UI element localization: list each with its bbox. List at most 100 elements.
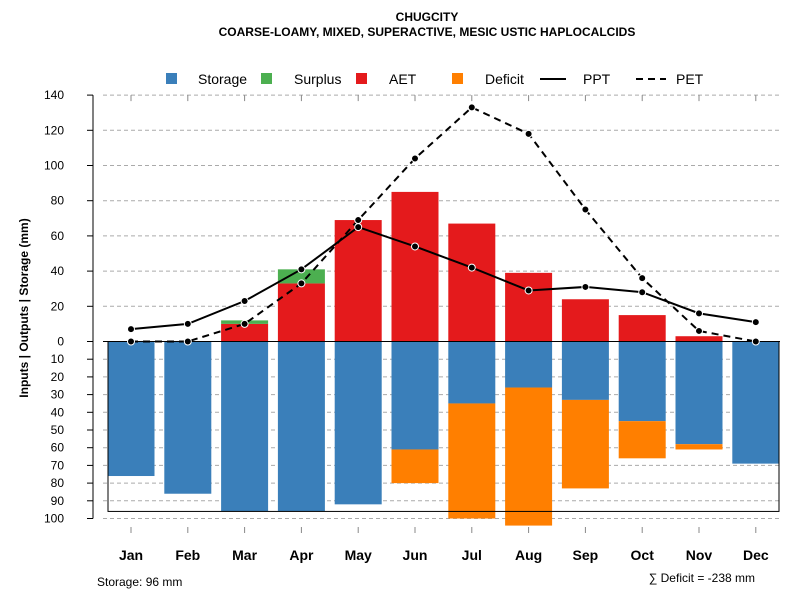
legend-swatch-aet (356, 73, 367, 84)
y-axis-label: Inputs | Outputs | Storage (mm) (17, 218, 31, 397)
y-tick-label: 140 (44, 88, 64, 102)
pet-point (297, 279, 306, 288)
x-tick-label-feb: Feb (175, 547, 200, 563)
storage-bar-mar (221, 341, 269, 512)
x-tick-label-mar: Mar (232, 547, 257, 563)
x-tick-label-nov: Nov (686, 547, 713, 563)
ppt-point (354, 223, 363, 232)
y-tick-label: 30 (51, 388, 65, 402)
y-tick-label: 120 (44, 123, 64, 137)
x-tick-label-aug: Aug (515, 547, 542, 563)
pet-point (751, 337, 760, 346)
x-tick-label-jun: Jun (403, 547, 428, 563)
y-tick-label: 50 (51, 423, 65, 437)
deficit-bar-sep (561, 399, 609, 489)
legend-swatch-surplus (261, 73, 272, 84)
y-tick-label: 60 (51, 441, 65, 455)
pet-point (354, 216, 363, 225)
surplus-bar-apr (277, 269, 325, 284)
aet-bar-mar (221, 323, 269, 342)
deficit-bar-aug (505, 387, 553, 526)
y-tick-label: 80 (51, 476, 65, 490)
ppt-point (240, 297, 249, 306)
storage-bar-nov (675, 341, 723, 445)
aet-bar-jul (448, 223, 496, 342)
storage-bar-sep (561, 341, 609, 400)
legend-label-pet: PET (676, 71, 704, 87)
storage-bar-jul (448, 341, 496, 404)
storage-bar-oct (618, 341, 666, 422)
x-tick-label-sep: Sep (573, 547, 599, 563)
y-tick-label: 80 (51, 194, 65, 208)
x-tick-label-may: May (345, 547, 372, 563)
deficit-bar-jun (391, 449, 439, 484)
legend-label-storage: Storage (198, 71, 247, 87)
y-tick-label: 70 (51, 458, 65, 472)
y-tick-label: 100 (44, 512, 64, 526)
ppt-point (524, 286, 533, 295)
pet-point (695, 326, 703, 335)
ppt-line (130, 225, 756, 331)
pet-point (638, 274, 647, 283)
pet-point (581, 205, 590, 214)
y-tick-label: 20 (51, 370, 65, 384)
aet-bar-oct (618, 315, 666, 342)
legend: Storage Surplus AET Deficit PPT PET (166, 71, 704, 87)
storage-bar-jun (391, 341, 439, 450)
gridlines (103, 94, 780, 533)
lines-layer (127, 103, 760, 346)
pet-point (467, 103, 476, 112)
legend-label-ppt: PPT (583, 71, 611, 87)
x-tick-label-jan: Jan (119, 547, 143, 563)
chart-title: CHUGCITY (396, 10, 459, 24)
y-tick-label: 100 (44, 159, 64, 173)
ppt-point (297, 265, 306, 274)
ppt-point (751, 318, 760, 327)
y-tick-label: 40 (51, 405, 65, 419)
pet-point (183, 337, 192, 346)
pet-point (127, 337, 135, 346)
legend-label-deficit: Deficit (485, 71, 524, 87)
storage-bar-may (334, 341, 382, 505)
legend-swatch-storage (166, 73, 177, 84)
aet-bar-apr (277, 283, 325, 342)
ppt-point (581, 282, 590, 291)
ppt-point (638, 288, 647, 297)
storage-bar-feb (164, 341, 212, 494)
storage-bar-aug (505, 341, 553, 388)
y-tick-label: 90 (51, 494, 65, 508)
deficit-footer: ∑ Deficit = -238 mm (649, 571, 755, 585)
bars-layer (107, 191, 780, 526)
pet-point (524, 129, 533, 138)
legend-label-aet: AET (389, 71, 417, 87)
y-tick-label: 60 (51, 229, 65, 243)
deficit-bar-oct (618, 421, 666, 459)
y-tick-label: 20 (51, 299, 65, 313)
storage-bar-jan (107, 341, 155, 477)
chart-subtitle: COARSE-LOAMY, MIXED, SUPERACTIVE, MESIC … (219, 25, 636, 39)
ppt-point (127, 325, 135, 334)
ppt-point (411, 242, 419, 251)
x-tick-label-apr: Apr (289, 547, 314, 563)
ppt-point (467, 263, 476, 272)
ppt-point (695, 309, 703, 318)
x-tick-label-dec: Dec (743, 547, 769, 563)
ppt-point (183, 319, 192, 328)
pet-point (240, 319, 249, 328)
deficit-bar-jul (448, 403, 496, 519)
legend-swatch-deficit (452, 73, 463, 84)
deficit-bar-nov (675, 444, 723, 450)
storage-bar-apr (277, 341, 325, 512)
pet-point (411, 154, 419, 163)
y-tick-label: 40 (51, 264, 65, 278)
axes-layer: 0 20 40 60 80 100 120 140 10 20 30 40 50 60 70 80 90 100 J… (44, 88, 780, 563)
legend-label-surplus: Surplus (294, 71, 341, 87)
x-tick-label-oct: Oct (631, 547, 655, 563)
aet-bar-nov (675, 336, 723, 342)
y-tick-label: 10 (51, 352, 65, 366)
aet-bar-may (334, 220, 382, 342)
aet-bar-sep (561, 299, 609, 342)
storage-footer: Storage: 96 mm (97, 575, 182, 589)
pet-line (131, 106, 756, 343)
